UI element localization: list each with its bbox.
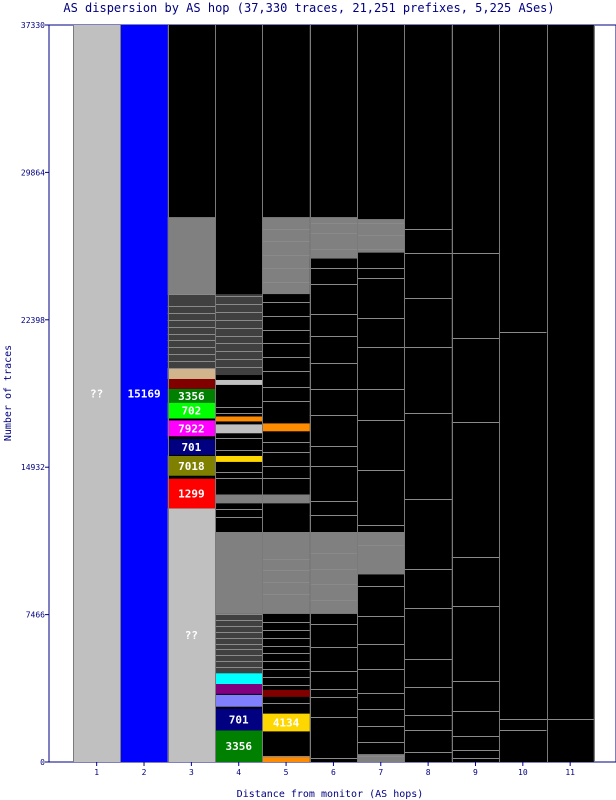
- segment-hop-3-as-701: [167, 439, 216, 455]
- segment-hop-4-17: [215, 673, 263, 685]
- segment-hop-3-10: [167, 368, 216, 379]
- segment-hop-4-16: [215, 684, 263, 694]
- segment-hop-4-as-701: [215, 708, 263, 731]
- segment-hop-3-11: [167, 294, 216, 369]
- x-axis-label: Distance from monitor (AS hops): [237, 789, 424, 800]
- hop-11-column: [546, 25, 594, 762]
- segment-hop-4-21: [215, 455, 263, 462]
- x-tick-label-3: 3: [189, 768, 194, 777]
- segment-hop-3-as-unknownunknown: [167, 508, 216, 762]
- segment-hop-3-as-3356: [167, 388, 216, 403]
- segment-hop-2-as-15169: [120, 25, 168, 762]
- segment-hop-3-9: [167, 378, 216, 389]
- segment-hop-5-29: [262, 531, 310, 614]
- segment-hop-4-18: [215, 613, 263, 674]
- segment-label-hop-3-2: ??: [185, 629, 198, 642]
- x-tick-label-8: 8: [426, 768, 431, 777]
- y-tick-label-0: 0: [40, 758, 45, 767]
- y-tick-label-1: 7466: [26, 611, 45, 620]
- segment-hop-7-35: [357, 531, 405, 575]
- y-axis: 0 7466 14932 22398 29864 37330: [21, 21, 49, 767]
- segment-hop-5-30: [262, 494, 310, 504]
- y-tick-label-5: 37330: [21, 21, 45, 30]
- x-tick-label-10: 10: [518, 768, 528, 777]
- segment-hop-1-as-unknownunknown: [73, 25, 121, 762]
- segment-label-hop-3-5: 701: [181, 441, 201, 454]
- hop-8-column: [404, 25, 452, 762]
- chart-title: AS dispersion by AS hop (37,330 traces, …: [63, 1, 554, 15]
- hop-5-column: [262, 25, 310, 762]
- segment-label-hop-2-1: 15169: [127, 388, 160, 401]
- segment-hop-4-25: [215, 294, 263, 376]
- segment-label-hop-3-6: 7922: [178, 422, 205, 435]
- segment-hop-4-24: [215, 379, 263, 385]
- segment-label-hop-1-0: ??: [90, 388, 103, 401]
- x-tick-label-4: 4: [236, 768, 241, 777]
- x-tick-label-9: 9: [473, 768, 478, 777]
- x-tick-label-1: 1: [94, 768, 99, 777]
- y-tick-label-4: 29864: [21, 168, 45, 177]
- segment-hop-5-27: [262, 757, 310, 762]
- segment-label-hop-3-8: 3356: [178, 390, 205, 403]
- segment-hop-4-20: [215, 494, 263, 504]
- segment-hop-3-as-702: [167, 402, 216, 419]
- segment-label-hop-5-26: 4134: [273, 717, 300, 730]
- hop-10-column: [499, 25, 547, 762]
- segment-hop-3-as-7922: [167, 420, 216, 437]
- x-tick-label-2: 2: [142, 768, 147, 777]
- y-tick-label-2: 14932: [21, 463, 45, 472]
- bars-layer: ?? 15169?? 1299 7018 701 7922 702 3356 3356 701 41…: [73, 25, 595, 762]
- segment-label-hop-3-7: 702: [181, 405, 201, 418]
- x-axis: 1 2 3 4 5 6 7 8 9 10 11: [94, 762, 575, 777]
- segment-hop-4-22: [215, 424, 263, 434]
- hop-7-column: [357, 25, 405, 762]
- segment-label-hop-4-13: 3356: [225, 740, 252, 753]
- y-tick-label-3: 22398: [21, 316, 45, 325]
- segment-hop-5-31: [262, 423, 310, 432]
- segment-hop-4-23: [215, 416, 263, 422]
- segment-hop-5-as-4134: [262, 713, 310, 732]
- hop-6-column: [309, 25, 358, 762]
- segment-hop-6-34: [309, 217, 358, 259]
- segment-hop-6-33: [309, 531, 358, 614]
- segment-hop-4-19: [215, 531, 263, 614]
- x-tick-label-6: 6: [331, 768, 336, 777]
- x-tick-label-11: 11: [565, 768, 575, 777]
- segment-label-hop-3-3: 1299: [178, 487, 205, 500]
- segment-label-hop-4-14: 701: [229, 714, 249, 727]
- x-tick-label-5: 5: [284, 768, 289, 777]
- hop-9-column: [451, 25, 500, 762]
- y-axis-label: Number of traces: [3, 345, 14, 441]
- segment-hop-5-28: [262, 689, 310, 697]
- segment-hop-3-as-7018: [167, 455, 216, 476]
- x-tick-label-7: 7: [378, 768, 383, 777]
- segment-hop-3-as-1299: [167, 478, 216, 509]
- segment-hop-4-as-3356: [215, 730, 263, 762]
- segment-label-hop-3-4: 7018: [178, 460, 205, 473]
- segment-hop-7-37: [357, 754, 405, 762]
- segment-hop-3-12: [167, 217, 216, 295]
- segment-hop-4-15: [215, 694, 263, 707]
